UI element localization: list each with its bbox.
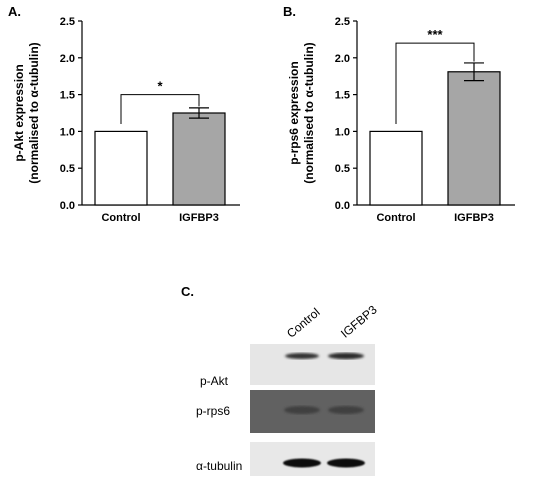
chart-a-ytick-label-1: 0.5 [60,163,75,175]
chart-a-xtick-label-1: IGFBP3 [179,212,219,224]
chart-b-significance-bracket [395,42,475,125]
chart-b-ytick-label-0: 0.0 [335,200,350,212]
blot-strip-pakt [250,344,375,385]
chart-a-significance-label: * [157,79,163,94]
blot-image [250,344,375,476]
chart-a-significance-bracket [120,94,200,125]
band-prps6-control [284,406,320,414]
chart-a-ytick-label-0: 0.0 [60,200,75,212]
chart-b-ytick-label-2: 1.0 [335,126,350,138]
chart-b-panel-label: B. [283,4,296,19]
chart-b-bar-0 [369,130,423,206]
band-pakt-igfbp3 [328,352,364,360]
blot-row-label-prps6: p-rps6 [196,404,231,418]
chart-b-xtick-label-1: IGFBP3 [454,212,494,224]
chart-b-ytick-label-1: 0.5 [335,163,350,175]
chart-b-ytick-label-4: 2.0 [335,53,350,65]
chart-a-bar-0 [94,130,148,206]
blot-row-label-pakt: p-Akt [200,374,229,388]
lane-label-igfbp3: IGFBP3 [338,302,380,341]
chart-a-ytick-label-5: 2.5 [60,16,75,28]
chart-a-panel-label: A. [8,4,21,19]
chart-a: A. p-Akt expression (normalised to α-tubul… [8,4,240,224]
chart-a-xtick-label-0: Control [101,212,140,224]
chart-b-ylabel-line-0: p-rps6 expression [287,61,301,164]
chart-a-ytick-label-2: 1.0 [60,126,75,138]
blot-strip-atubulin [250,442,375,476]
chart-b-bar-1 [447,71,501,206]
chart-b-ylabel-line-1: (normalised to α-tubulin) [302,42,316,183]
chart-a-ylabel-line-0: p-Akt expression [12,64,26,161]
chart-a-ytick-label-4: 2.0 [60,53,75,65]
band-atubulin-control [283,458,321,468]
blot-row-label-atubulin: α-tubulin [196,459,243,473]
chart-b-ytick-label-5: 2.5 [335,16,350,28]
band-prps6-igfbp3 [328,406,364,414]
chart-a-ylabel-line-1: (normalised to α-tubulin) [27,42,41,183]
chart-a-ytick-label-3: 1.5 [60,90,75,102]
chart-b-significance-label: *** [427,27,443,42]
chart-b-ytick-label-3: 1.5 [335,90,350,102]
lane-label-control: Control [284,305,323,341]
band-atubulin-igfbp3 [327,458,365,468]
band-pakt-control [285,353,319,359]
chart-a-bar-1 [172,112,226,206]
panel-label-c: C. [181,284,194,299]
chart-b-xtick-label-0: Control [376,212,415,224]
chart-b: B. p-rps6 expression (normalised to α-tubu… [283,4,515,224]
